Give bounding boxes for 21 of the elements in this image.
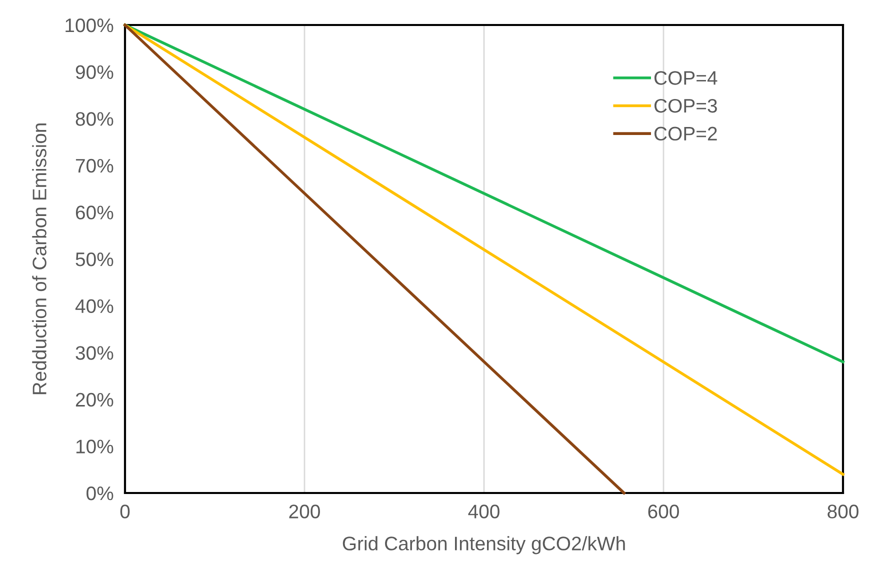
y-tick-label: 60%	[76, 206, 114, 220]
y-tick-label: 80%	[76, 112, 114, 126]
y-tick-label: 70%	[76, 158, 114, 173]
legend-label: COP=3	[654, 98, 717, 113]
x-axis-title: Grid Carbon Intensity gCO2/kWh	[342, 536, 625, 554]
y-tick-label: 30%	[76, 346, 114, 360]
y-axis-title: Redduction of Carbon Emission	[32, 124, 46, 394]
x-tick-label: 800	[828, 504, 858, 518]
y-tick-label: 100%	[66, 18, 114, 32]
y-tick-label: 0%	[86, 486, 114, 500]
x-tick-label: 400	[468, 504, 500, 518]
legend-label: COP=2	[654, 126, 717, 141]
y-tick-label: 90%	[76, 65, 114, 80]
x-tick-label: 600	[648, 504, 679, 518]
y-tick-label: 40%	[75, 299, 114, 314]
y-tick-label: 10%	[76, 440, 114, 454]
y-tick-label: 50%	[76, 252, 114, 266]
legend-label: COP=4	[654, 71, 718, 85]
x-tick-label: 200	[289, 504, 320, 518]
x-tick-label: 0	[120, 504, 130, 518]
y-tick-label: 20%	[76, 392, 114, 407]
